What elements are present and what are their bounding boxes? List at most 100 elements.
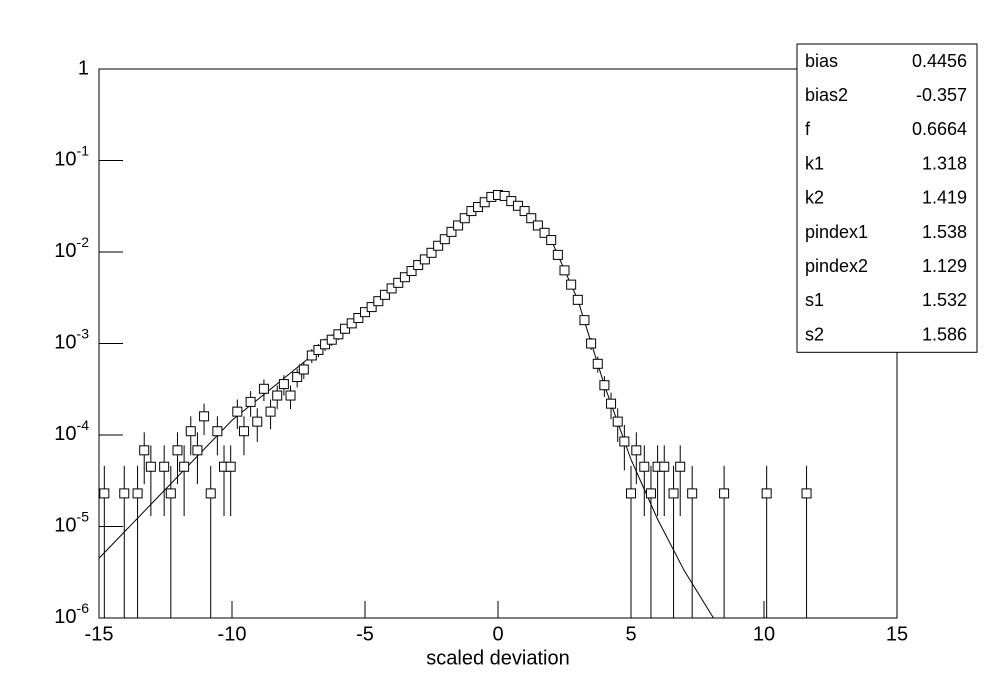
stats-name: s2 <box>805 324 824 344</box>
data-point <box>619 436 630 447</box>
data-point <box>566 279 577 290</box>
y-tick-exponent: -2 <box>77 234 90 250</box>
data-point <box>801 488 812 499</box>
y-tick-exponent: -1 <box>77 142 90 158</box>
x-tick-label: 0 <box>492 623 503 645</box>
data-point <box>532 220 543 231</box>
data-point <box>379 289 390 300</box>
x-tick-label: 15 <box>886 623 908 645</box>
data-point <box>579 315 590 326</box>
data-point <box>512 200 523 211</box>
data-point <box>313 344 324 355</box>
data-point <box>399 272 410 283</box>
data-point <box>172 445 183 456</box>
data-point <box>626 488 636 499</box>
data-point <box>499 190 510 201</box>
stats-box <box>796 43 978 353</box>
y-tick-label: 10-6 <box>54 600 89 629</box>
stats-name: pindex1 <box>805 222 868 242</box>
data-point <box>238 426 249 437</box>
stats-value: 1.318 <box>922 153 967 173</box>
stats-value: 0.4456 <box>912 51 967 71</box>
data-point <box>360 307 370 318</box>
y-tick-label: 1 <box>78 57 89 79</box>
data-point <box>526 213 537 224</box>
data-point <box>572 294 583 305</box>
y-tick-base: 10 <box>54 606 76 628</box>
y-tick-base: 10 <box>54 149 76 171</box>
stats-name: f <box>805 119 811 139</box>
y-tick-base: 10 <box>54 332 76 354</box>
data-point <box>599 380 610 391</box>
data-point <box>346 318 357 329</box>
data-point <box>446 226 457 237</box>
y-tick-label: 10-1 <box>54 142 89 171</box>
y-tick-exponent: -6 <box>77 600 90 616</box>
data-point <box>413 260 424 271</box>
data-point <box>687 488 698 499</box>
data-point <box>199 411 210 422</box>
data-point <box>306 350 317 361</box>
data-point <box>340 323 351 334</box>
data-point <box>139 445 150 456</box>
data-point <box>99 488 110 499</box>
data-point <box>612 416 623 427</box>
y-tick-label: 10-5 <box>54 508 89 537</box>
data-point <box>419 254 430 265</box>
stats-value: 1.419 <box>922 188 967 208</box>
data-point <box>659 461 670 472</box>
data-point <box>179 461 190 472</box>
data-point <box>606 398 617 409</box>
data-point <box>252 416 263 427</box>
data-point <box>119 488 130 499</box>
y-tick-base: 10 <box>54 423 76 445</box>
data-point <box>675 461 686 472</box>
data-point <box>539 227 550 238</box>
data-point <box>333 329 344 340</box>
y-tick-exponent: -4 <box>77 417 90 433</box>
stats-value: 1.538 <box>922 222 967 242</box>
stats-name: s1 <box>805 290 824 310</box>
data-point <box>205 488 216 499</box>
data-point <box>479 197 490 208</box>
stats-value: 0.6664 <box>912 119 967 139</box>
data-point <box>298 364 309 375</box>
stats-name: k1 <box>805 153 824 173</box>
x-tick-label: 5 <box>625 623 636 645</box>
data-point <box>393 277 404 288</box>
stats-name: bias2 <box>805 85 848 105</box>
data-point <box>639 461 650 472</box>
data-point <box>245 396 256 407</box>
x-axis-title: scaled deviation <box>426 647 569 669</box>
data-point <box>645 488 656 499</box>
data-point <box>353 312 364 323</box>
y-tick-label: 10-4 <box>54 417 89 446</box>
data-point <box>546 235 557 246</box>
data-point <box>373 296 384 307</box>
data-point <box>592 358 603 369</box>
data-point <box>132 488 143 499</box>
y-tick-label: 10-2 <box>54 234 89 263</box>
data-point <box>439 234 450 245</box>
stats-value: 1.586 <box>922 324 967 344</box>
data-point <box>265 406 276 417</box>
data-point <box>225 461 236 472</box>
stats-name: bias <box>805 51 838 71</box>
data-point <box>761 488 772 499</box>
x-tick-label: 10 <box>753 623 775 645</box>
data-point <box>292 372 303 383</box>
stats-value: 1.129 <box>922 256 967 276</box>
data-point <box>185 426 196 437</box>
data-point <box>426 247 437 258</box>
x-tick-label: -10 <box>218 623 247 645</box>
data-point <box>519 206 530 217</box>
data-point <box>552 249 563 260</box>
data-point <box>145 461 156 472</box>
data-point <box>433 240 444 251</box>
data-point <box>586 338 597 349</box>
data-point <box>232 406 243 417</box>
stats-value: 1.532 <box>922 290 967 310</box>
y-tick-base: 10 <box>54 515 76 537</box>
